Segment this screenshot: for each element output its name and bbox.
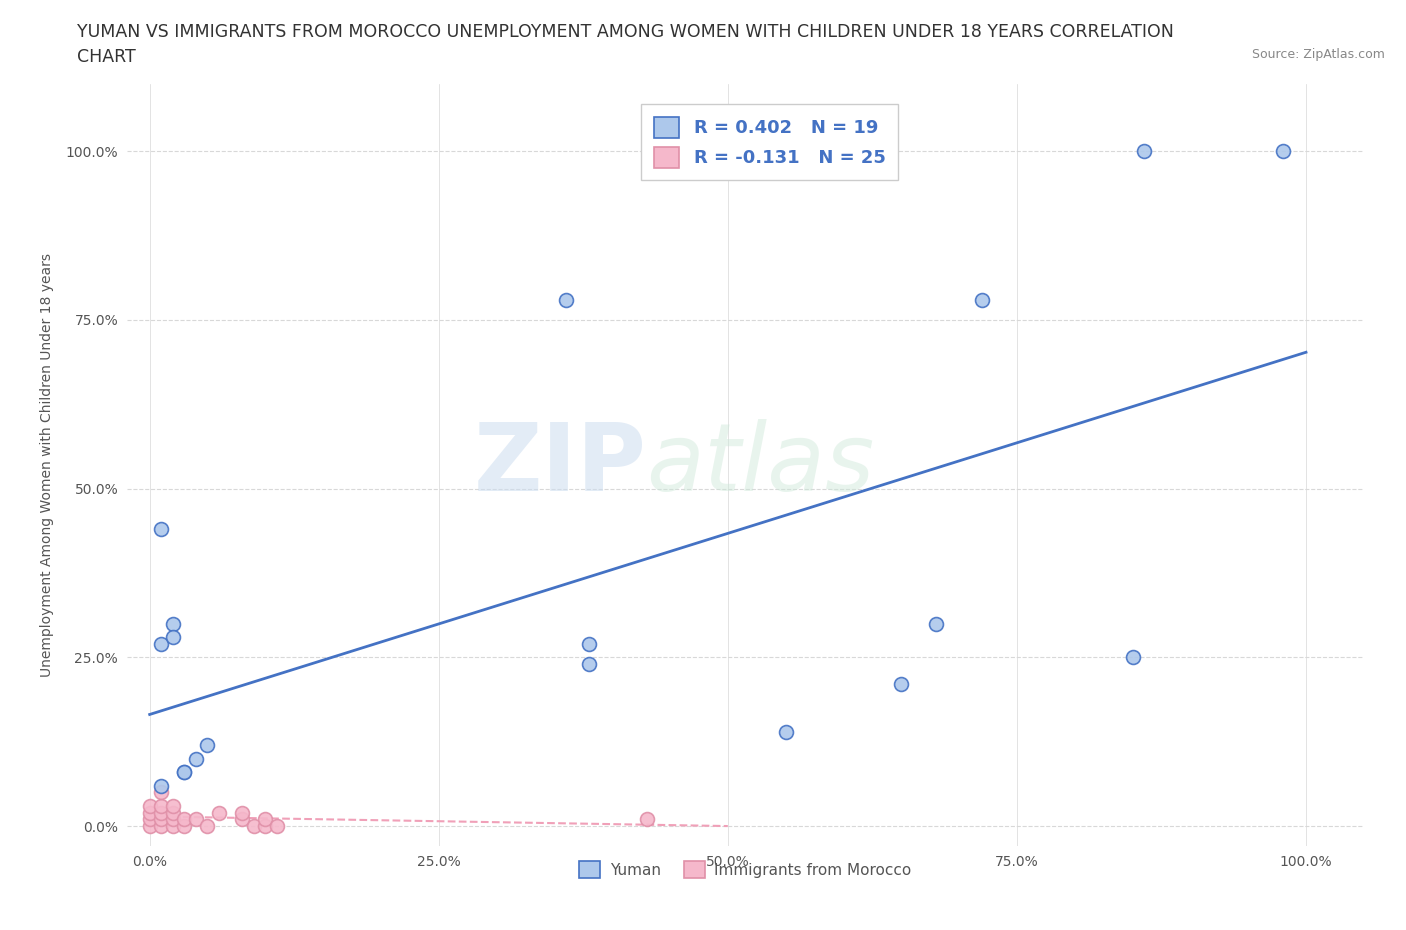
Point: [162, 798, 184, 813]
Point: [150, 812, 173, 827]
Point: [150, 778, 173, 793]
Point: [890, 677, 912, 692]
Point: [184, 812, 207, 827]
Point: [150, 785, 173, 800]
Point: [150, 805, 173, 820]
Text: Source: ZipAtlas.com: Source: ZipAtlas.com: [1251, 48, 1385, 61]
Point: [266, 818, 288, 833]
Point: [162, 617, 184, 631]
Text: YUMAN VS IMMIGRANTS FROM MOROCCO UNEMPLOYMENT AMONG WOMEN WITH CHILDREN UNDER 18: YUMAN VS IMMIGRANTS FROM MOROCCO UNEMPLO…: [77, 23, 1174, 41]
Point: [184, 751, 207, 766]
Point: [1133, 144, 1156, 159]
Point: [925, 617, 948, 631]
Point: [138, 812, 160, 827]
Point: [578, 636, 600, 651]
Point: [555, 292, 578, 307]
Point: [173, 818, 195, 833]
Point: [578, 657, 600, 671]
Text: ZIP: ZIP: [474, 419, 647, 511]
Point: [197, 737, 219, 752]
Point: [208, 805, 231, 820]
Point: [150, 636, 173, 651]
Point: [162, 630, 184, 644]
Point: [173, 764, 195, 779]
Point: [231, 812, 253, 827]
Legend: Yuman, Immigrants from Morocco: Yuman, Immigrants from Morocco: [572, 855, 918, 884]
Text: atlas: atlas: [647, 419, 875, 511]
Point: [138, 798, 160, 813]
Point: [173, 764, 195, 779]
Point: [150, 522, 173, 537]
Point: [197, 818, 219, 833]
Point: [972, 292, 994, 307]
Point: [242, 818, 264, 833]
Text: CHART: CHART: [77, 48, 136, 66]
Point: [138, 818, 160, 833]
Point: [636, 812, 658, 827]
Point: [231, 805, 253, 820]
Point: [150, 798, 173, 813]
Y-axis label: Unemployment Among Women with Children Under 18 years: Unemployment Among Women with Children U…: [41, 253, 55, 677]
Point: [1122, 650, 1144, 665]
Point: [138, 805, 160, 820]
Point: [775, 724, 797, 739]
Point: [1271, 144, 1294, 159]
Point: [254, 818, 277, 833]
Point: [173, 812, 195, 827]
Point: [162, 818, 184, 833]
Point: [162, 812, 184, 827]
Point: [254, 812, 277, 827]
Point: [150, 818, 173, 833]
Point: [162, 805, 184, 820]
